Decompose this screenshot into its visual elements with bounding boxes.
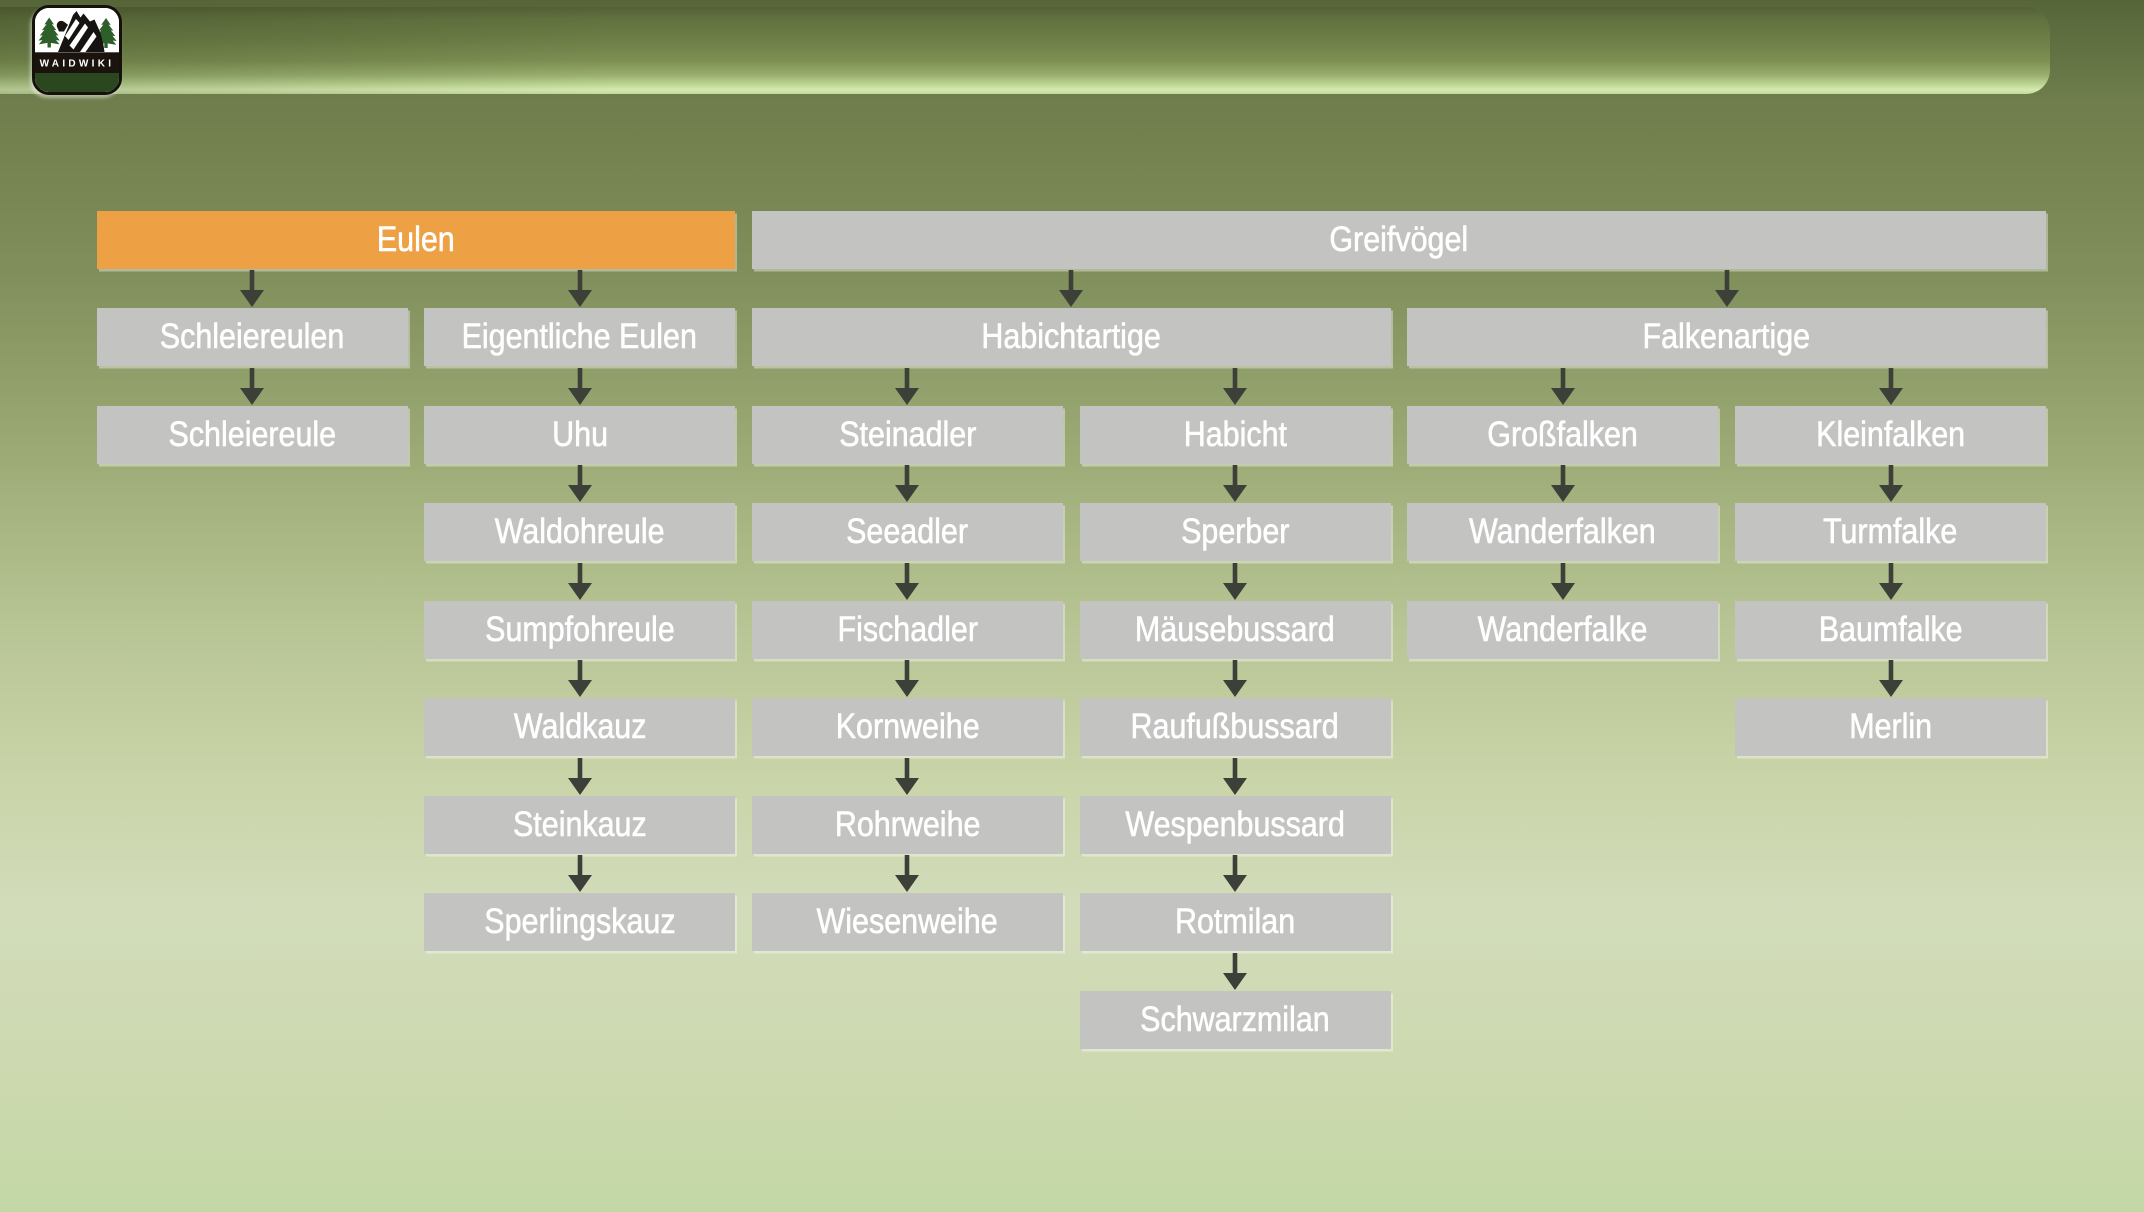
svg-text:WAIDWIKI: WAIDWIKI (40, 59, 115, 70)
